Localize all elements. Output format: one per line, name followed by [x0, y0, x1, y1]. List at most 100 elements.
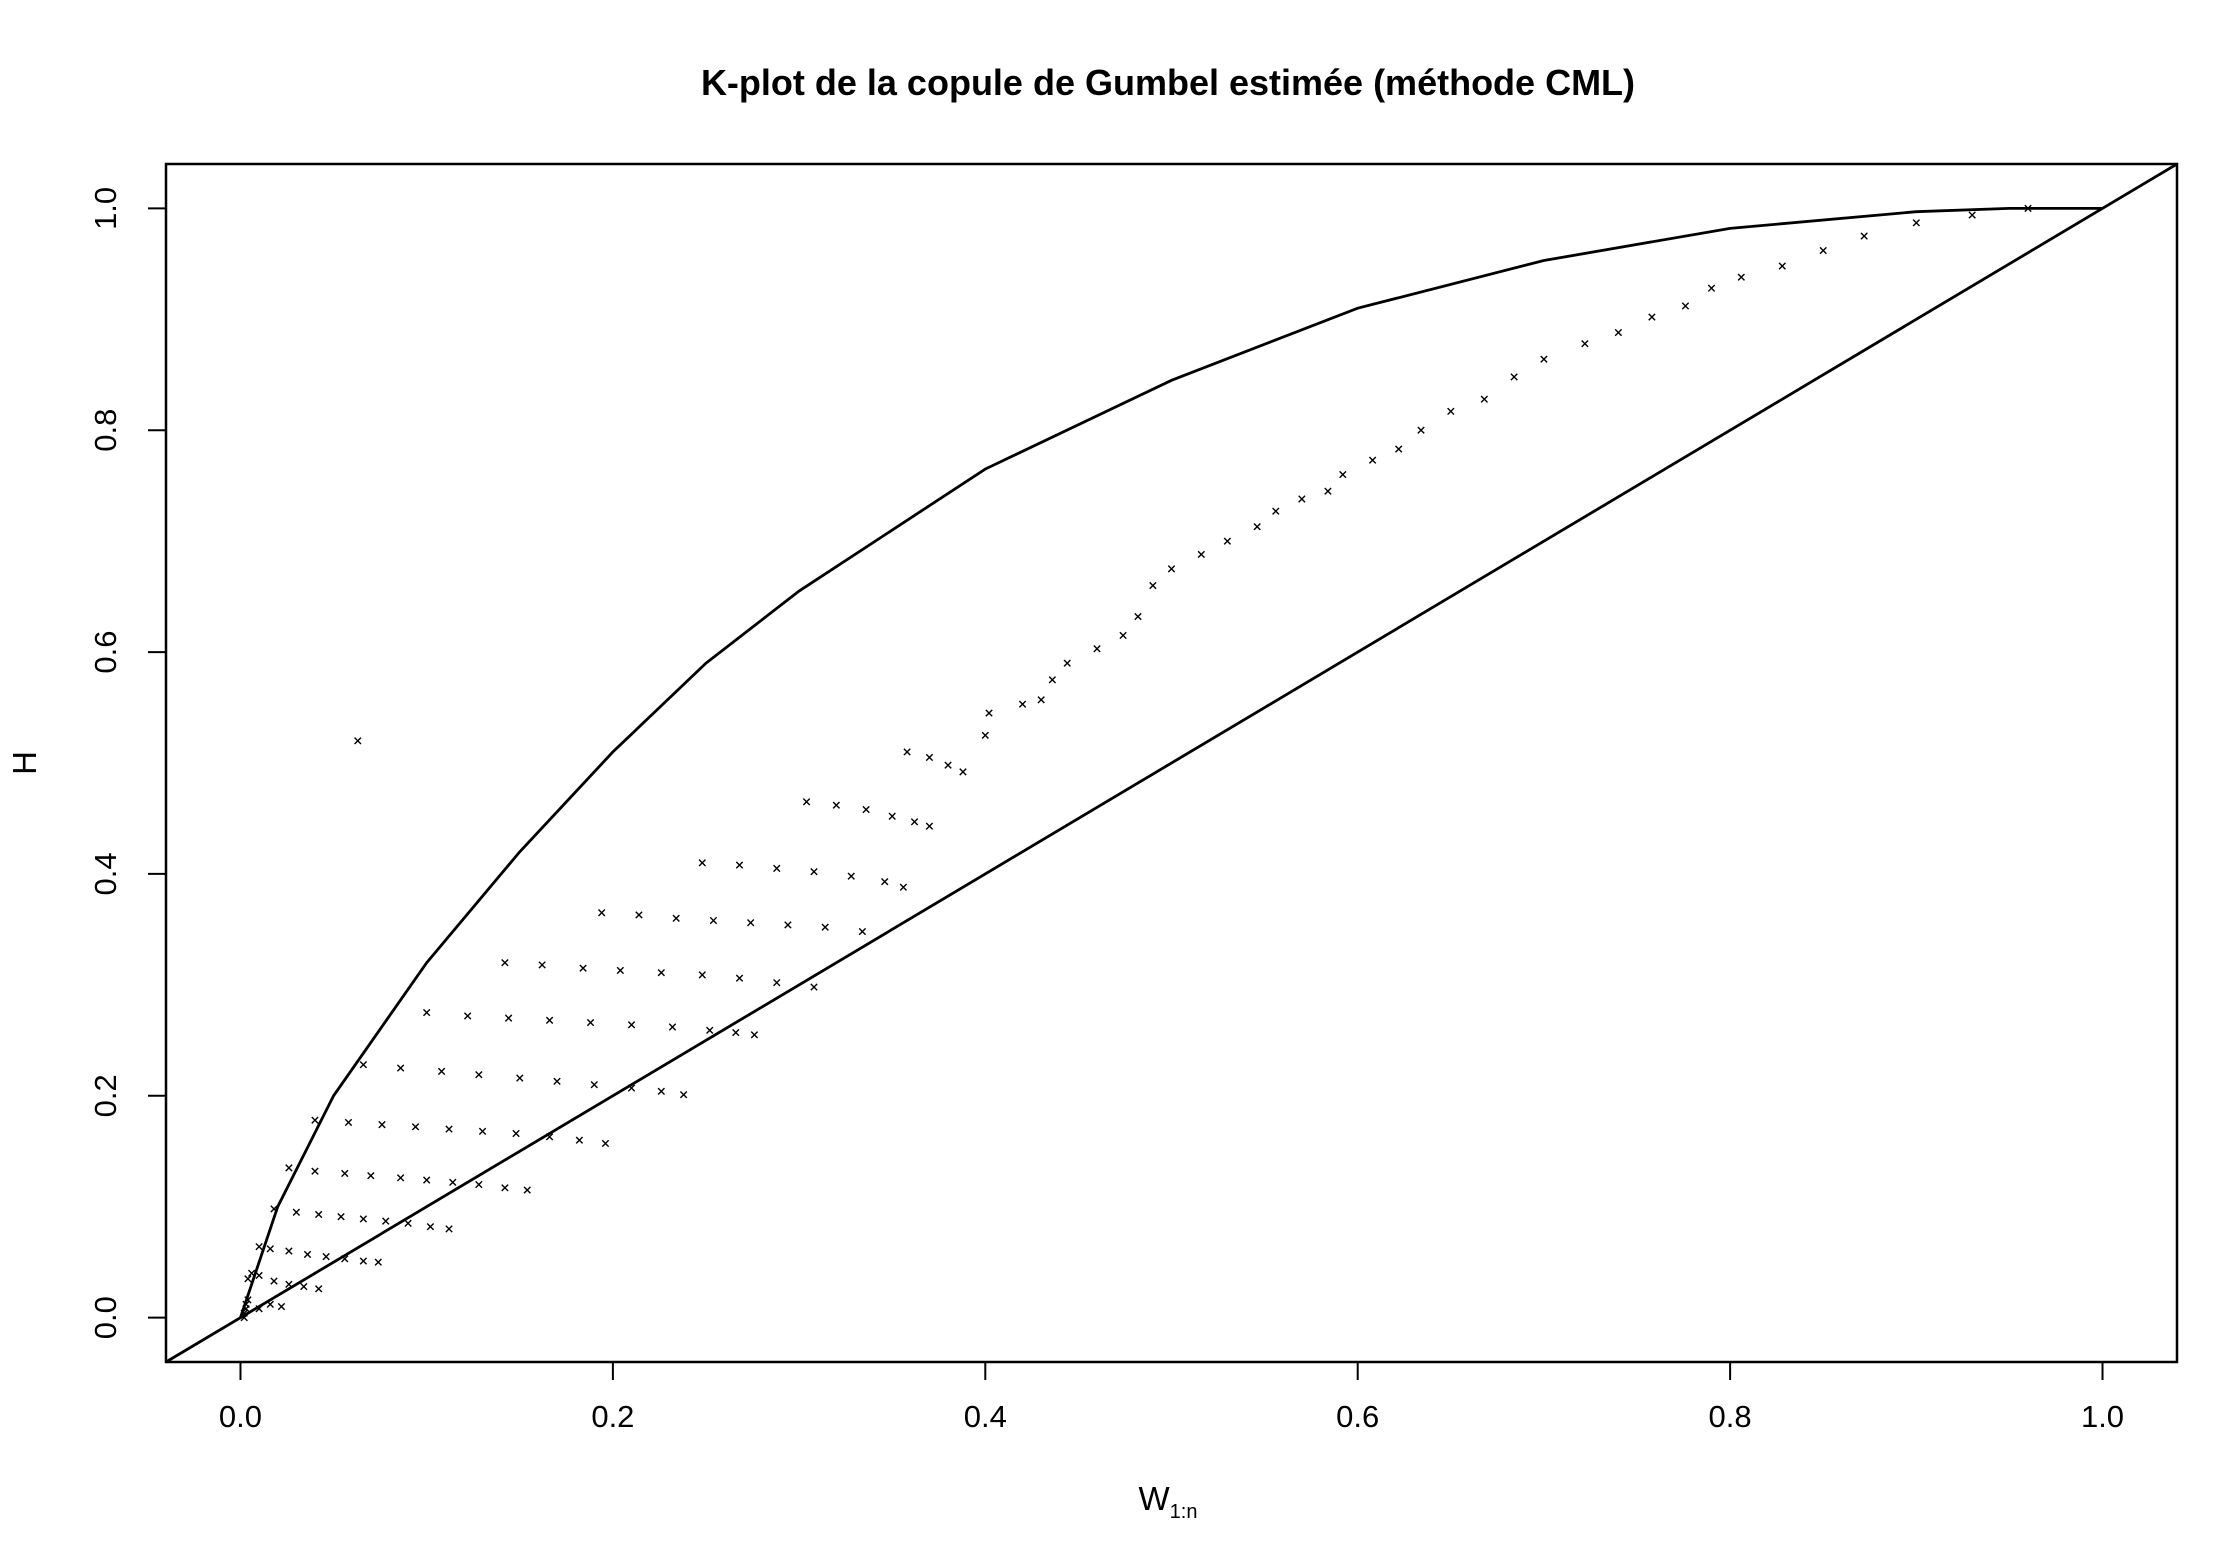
data-point [888, 812, 896, 820]
data-point [1167, 565, 1176, 573]
data-point [322, 1252, 330, 1261]
data-point [601, 1139, 610, 1148]
data-point [545, 1133, 554, 1141]
data-point [773, 978, 781, 987]
data-point [242, 1300, 250, 1309]
data-point [516, 1074, 524, 1082]
data-point [735, 974, 744, 982]
data-point [1197, 550, 1205, 559]
y-tick-label: 0.0 [88, 1296, 123, 1339]
y-tick-label: 0.8 [88, 409, 123, 452]
data-point [382, 1217, 390, 1225]
data-point [832, 801, 841, 809]
data-point [244, 1296, 252, 1304]
data-point [475, 1071, 483, 1079]
data-point [1912, 219, 1921, 227]
data-point [396, 1064, 405, 1072]
data-point [802, 798, 811, 806]
data-point [1681, 302, 1690, 310]
data-point [1149, 581, 1157, 590]
data-point [1253, 523, 1261, 531]
data-point [266, 1300, 274, 1309]
data-point [810, 868, 818, 876]
data-point [1037, 696, 1045, 704]
x-tick-label: 0.6 [1336, 1399, 1379, 1434]
data-point [240, 1309, 248, 1317]
data-point [367, 1171, 375, 1180]
data-point [255, 1305, 263, 1313]
data-point [1819, 246, 1827, 255]
data-point [858, 927, 867, 936]
data-point [985, 709, 993, 717]
data-point [672, 914, 680, 922]
data-point [270, 1205, 278, 1213]
x-tick-label: 1.0 [2081, 1399, 2124, 1434]
data-point [784, 921, 792, 929]
data-point [698, 971, 706, 979]
data-point [1063, 659, 1071, 667]
data-point [1778, 262, 1786, 270]
data-point [1540, 355, 1548, 363]
data-point [627, 1021, 636, 1029]
data-point [523, 1186, 531, 1194]
data-point [706, 1026, 714, 1035]
data-point [244, 1275, 252, 1283]
x-axis: 0.0 0.2 0.4 0.6 0.8 1.0 [219, 1361, 2124, 1434]
data-point [575, 1136, 584, 1144]
data-point [1860, 232, 1868, 240]
x-tick-label: 0.0 [219, 1399, 262, 1434]
reference-lines [165, 162, 2178, 1364]
data-point [944, 761, 952, 769]
y-tick-label: 0.2 [88, 1074, 123, 1117]
data-point [627, 1084, 636, 1092]
data-point [378, 1120, 386, 1129]
data-point [657, 968, 665, 977]
data-point [445, 1125, 453, 1133]
data-point [1048, 676, 1057, 684]
data-point [750, 1031, 759, 1039]
data-point [285, 1164, 293, 1172]
data-point [545, 1016, 554, 1025]
x-tick-label: 0.4 [964, 1399, 1007, 1434]
data-point [709, 916, 718, 925]
data-point [411, 1123, 420, 1131]
data-point [300, 1282, 308, 1291]
upper-bound-curve [239, 206, 2103, 1319]
data-point [2024, 204, 2032, 213]
data-point [463, 1012, 472, 1020]
x-tick-label: 0.8 [1709, 1399, 1752, 1434]
data-point [635, 911, 643, 919]
data-point [1298, 495, 1306, 503]
data-point [449, 1178, 457, 1186]
data-point [1707, 284, 1716, 292]
data-point [255, 1242, 263, 1251]
data-point [344, 1118, 353, 1127]
data-point [311, 1167, 319, 1175]
data-point [270, 1277, 278, 1285]
identity-line [165, 162, 2178, 1364]
x-axis-label-subscript: 1:n [1170, 1501, 1198, 1523]
data-point [1018, 700, 1027, 708]
data-point [1417, 426, 1425, 434]
data-point [303, 1250, 312, 1259]
data-point [341, 1169, 349, 1178]
data-point [1339, 470, 1347, 479]
data-point [657, 1087, 665, 1096]
data-point [1968, 211, 1976, 219]
x-axis-label: W1:n [1139, 1480, 1198, 1523]
chart-title: K-plot de la copule de Gumbel estimée (m… [701, 62, 1635, 103]
data-point [292, 1208, 301, 1216]
data-point [1324, 487, 1332, 495]
data-point [698, 859, 706, 867]
data-point [910, 818, 919, 826]
y-tick-label: 0.4 [88, 852, 123, 895]
data-point [553, 1077, 561, 1086]
data-point [847, 872, 855, 880]
data-point [337, 1212, 345, 1221]
data-point [426, 1222, 435, 1231]
data-point [501, 1184, 509, 1192]
data-point [579, 964, 587, 972]
data-point [668, 1023, 677, 1031]
data-point [616, 966, 625, 975]
